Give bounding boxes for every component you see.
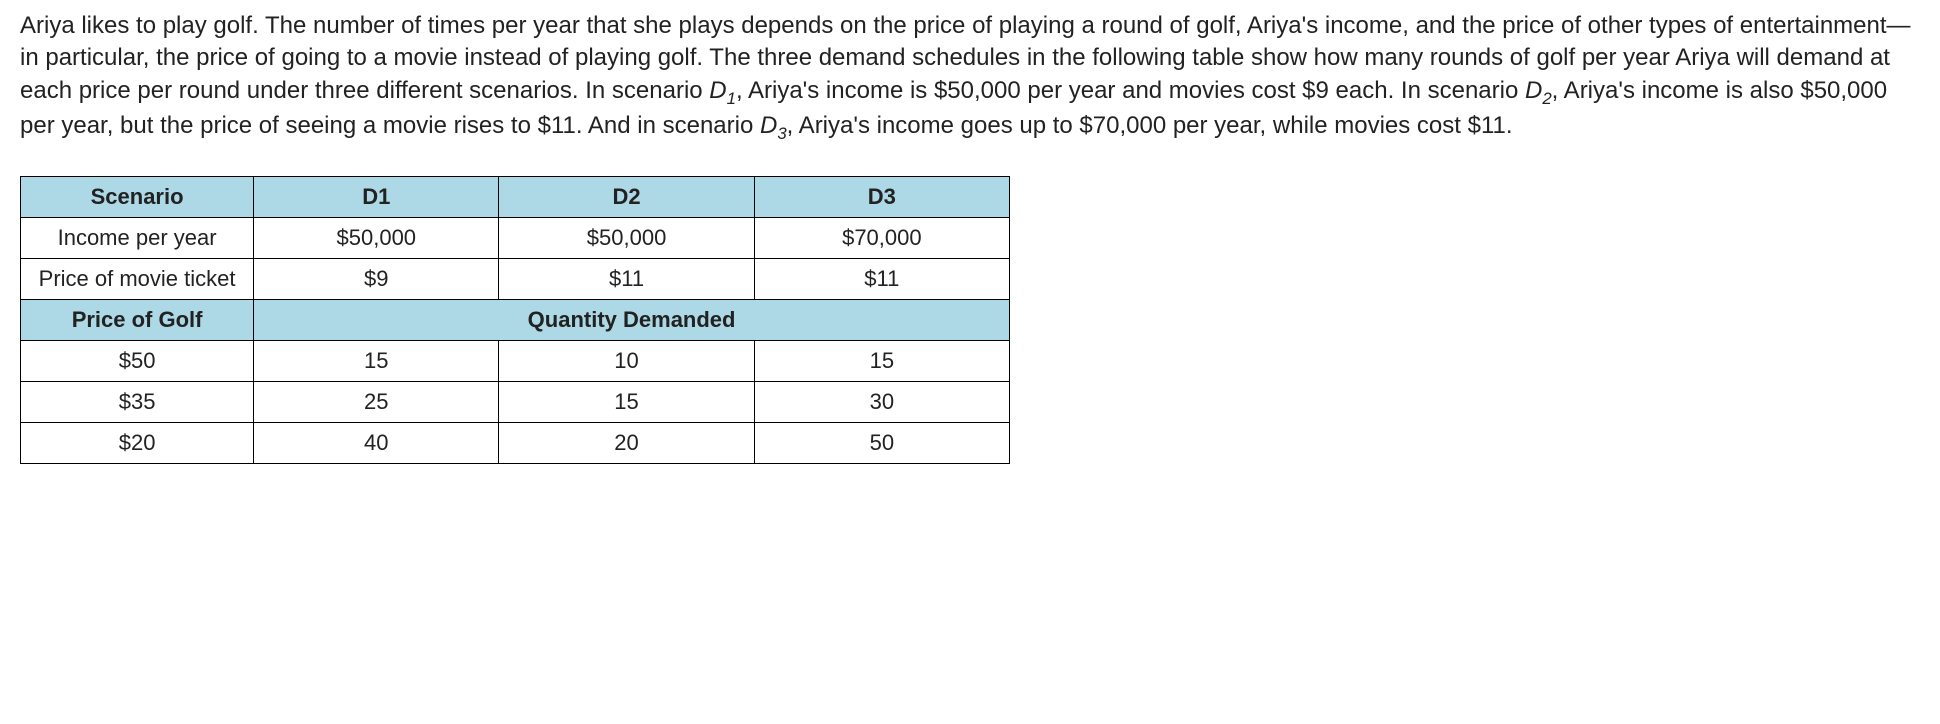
qty-d2: 20: [499, 422, 754, 463]
data-row: $35 25 15 30: [21, 381, 1010, 422]
d3-var: D3: [760, 112, 787, 139]
income-d3: $70,000: [754, 217, 1009, 258]
movie-row: Price of movie ticket $9 $11 $11: [21, 258, 1010, 299]
qty-d1: 15: [254, 340, 499, 381]
movie-d3: $11: [754, 258, 1009, 299]
qty-d2: 10: [499, 340, 754, 381]
qty-d1: 25: [254, 381, 499, 422]
header-d2: D2: [499, 176, 754, 217]
data-row: $50 15 10 15: [21, 340, 1010, 381]
qty-d3: 30: [754, 381, 1009, 422]
data-row: $20 40 20 50: [21, 422, 1010, 463]
income-label: Income per year: [21, 217, 254, 258]
header-scenario: Scenario: [21, 176, 254, 217]
subheader-row: Price of Golf Quantity Demanded: [21, 299, 1010, 340]
d1-var: D1: [709, 77, 736, 104]
movie-d1: $9: [254, 258, 499, 299]
qty-d2: 15: [499, 381, 754, 422]
income-d1: $50,000: [254, 217, 499, 258]
qty-d3: 50: [754, 422, 1009, 463]
price-cell: $50: [21, 340, 254, 381]
table-header-row: Scenario D1 D2 D3: [21, 176, 1010, 217]
movie-d2: $11: [499, 258, 754, 299]
movie-label: Price of movie ticket: [21, 258, 254, 299]
income-row: Income per year $50,000 $50,000 $70,000: [21, 217, 1010, 258]
para-text-2: , Ariya's income is $50,000 per year and…: [736, 77, 1525, 104]
price-cell: $20: [21, 422, 254, 463]
para-text-4: , Ariya's income goes up to $70,000 per …: [787, 112, 1513, 139]
quantity-demanded-header: Quantity Demanded: [254, 299, 1010, 340]
header-d1: D1: [254, 176, 499, 217]
qty-d3: 15: [754, 340, 1009, 381]
d2-var: D2: [1525, 77, 1552, 104]
problem-paragraph: Ariya likes to play golf. The number of …: [20, 10, 1920, 146]
qty-d1: 40: [254, 422, 499, 463]
demand-table: Scenario D1 D2 D3 Income per year $50,00…: [20, 176, 1010, 464]
income-d2: $50,000: [499, 217, 754, 258]
header-d3: D3: [754, 176, 1009, 217]
price-cell: $35: [21, 381, 254, 422]
price-of-golf-header: Price of Golf: [21, 299, 254, 340]
